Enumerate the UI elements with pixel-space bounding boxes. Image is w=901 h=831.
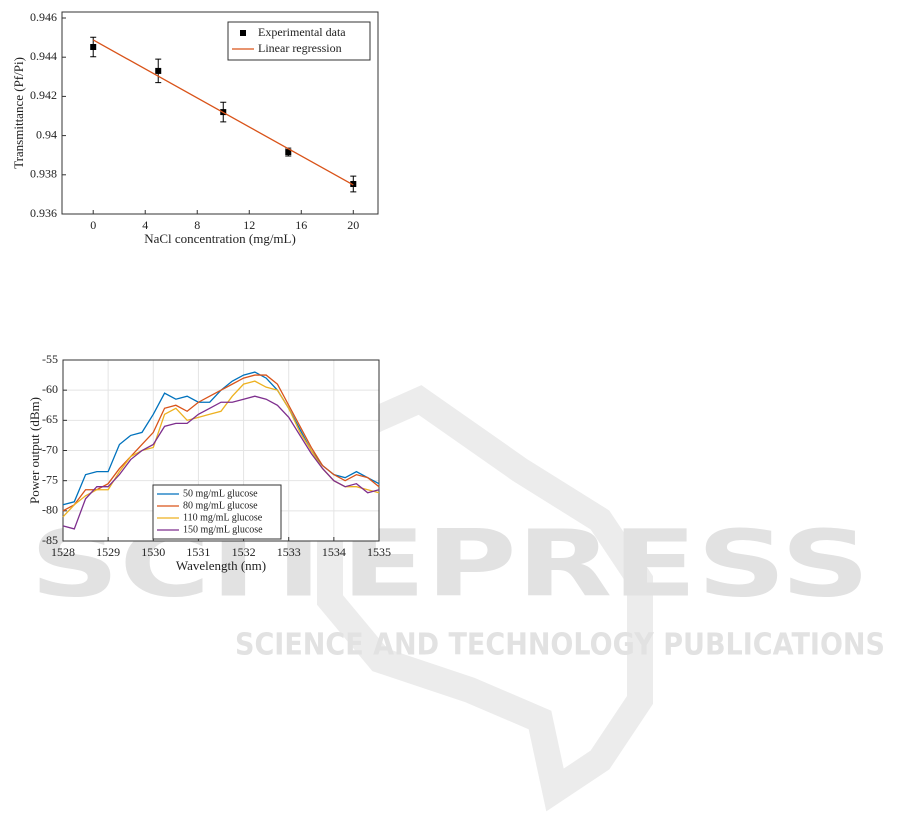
x-tick-label: 1534 xyxy=(322,545,346,559)
data-point xyxy=(90,44,97,51)
data-line xyxy=(62,374,380,512)
x-tick-label: 8 xyxy=(194,218,200,232)
legend-label: 110 mg/mL glucose xyxy=(183,512,263,523)
y-tick-label: -80 xyxy=(42,503,58,517)
legend-label: Linear regression xyxy=(258,41,342,55)
data-point xyxy=(350,181,357,188)
y-tick-label: -65 xyxy=(42,412,58,426)
y-axis-label: Transmittance (Pf/Pi) xyxy=(11,57,26,169)
y-axis-label: Power output (dBm) xyxy=(27,397,42,504)
y-tick-label: 0.94 xyxy=(36,127,57,141)
legend-box xyxy=(227,21,371,61)
y-tick-label: 0.946 xyxy=(30,10,57,24)
y-tick-label: -70 xyxy=(42,442,58,456)
y-tick-label: -60 xyxy=(42,382,58,396)
x-tick-label: 1533 xyxy=(277,545,301,559)
data-line xyxy=(62,395,380,530)
plot-frame xyxy=(62,359,380,542)
watermark-shape xyxy=(317,385,653,812)
data-point xyxy=(285,149,292,156)
x-tick-label: 1535 xyxy=(367,545,391,559)
y-tick-label: 0.938 xyxy=(30,167,57,181)
x-tick-label: 12 xyxy=(243,218,255,232)
y-tick-label: 0.944 xyxy=(30,49,57,63)
x-tick-label: 16 xyxy=(295,218,307,232)
x-tick-label: 1532 xyxy=(232,545,256,559)
y-tick-label: -75 xyxy=(42,472,58,486)
x-tick-label: 1531 xyxy=(186,545,210,559)
x-tick-label: 1529 xyxy=(96,545,120,559)
data-line xyxy=(92,39,354,186)
y-tick-label: -85 xyxy=(42,533,58,547)
x-tick-label: 20 xyxy=(347,218,359,232)
legend-label: 80 mg/mL glucose xyxy=(183,500,258,511)
x-axis-label: NaCl concentration (mg/mL) xyxy=(144,231,296,246)
x-tick-label: 1528 xyxy=(51,545,75,559)
watermark-subtitle: SCIENCE AND TECHNOLOGY PUBLICATIONS xyxy=(235,628,885,663)
y-tick-label: 0.936 xyxy=(30,206,57,220)
x-tick-label: 0 xyxy=(90,218,96,232)
x-axis-label: Wavelength (nm) xyxy=(176,558,266,573)
y-tick-label: 0.942 xyxy=(30,88,57,102)
plot-frame xyxy=(61,11,379,215)
data-point xyxy=(155,67,162,74)
y-tick-label: -55 xyxy=(42,352,58,366)
legend-marker xyxy=(240,30,246,36)
x-tick-label: 1530 xyxy=(141,545,165,559)
chart: 1528 1529 1530 1531 1532 1533 1534 1535 -85 -80 -7… xyxy=(27,352,391,573)
x-tick-label: 4 xyxy=(142,218,148,232)
legend-label: Experimental data xyxy=(258,25,346,39)
legend-label: 50 mg/mL glucose xyxy=(183,488,258,499)
legend-label: 150 mg/mL glucose xyxy=(183,524,263,535)
chart: 0 4 8 12 16 20 0.936 0.938 0.94 0.942 0.944 0.946 Na… xyxy=(11,10,379,246)
